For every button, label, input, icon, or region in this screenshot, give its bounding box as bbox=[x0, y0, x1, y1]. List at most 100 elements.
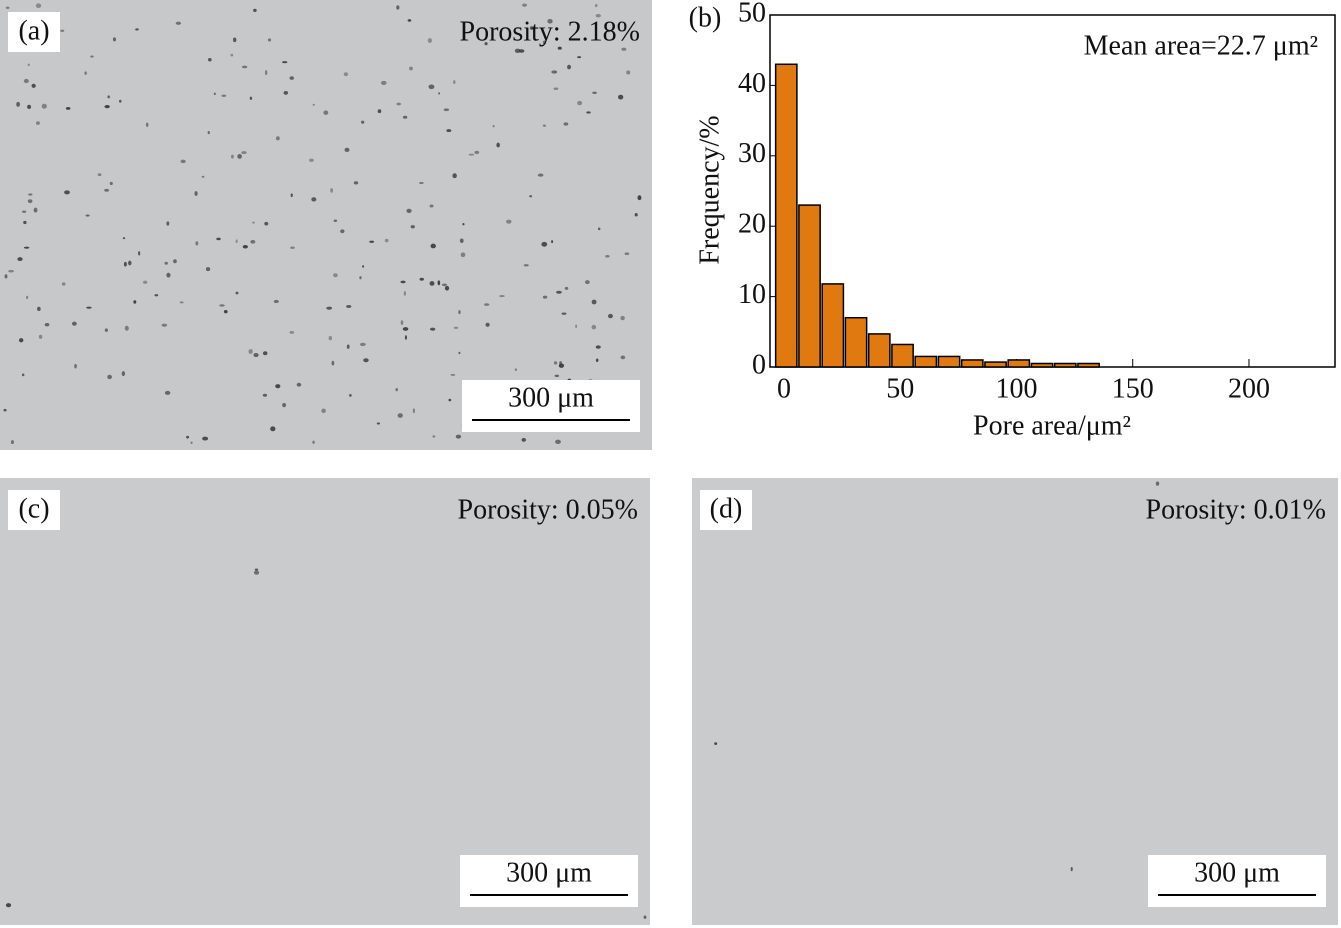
pore bbox=[223, 309, 228, 314]
pore bbox=[270, 426, 276, 432]
pore bbox=[161, 323, 168, 327]
pore bbox=[145, 122, 149, 127]
pore bbox=[309, 158, 314, 162]
pore bbox=[135, 28, 139, 31]
pore bbox=[559, 361, 563, 365]
pore bbox=[138, 251, 141, 256]
pore bbox=[5, 6, 10, 9]
pore bbox=[406, 208, 412, 213]
pore bbox=[499, 295, 505, 298]
pore bbox=[453, 326, 459, 329]
pore bbox=[541, 241, 548, 247]
pore bbox=[361, 120, 365, 124]
pore bbox=[254, 568, 259, 571]
pore bbox=[123, 261, 127, 267]
bar bbox=[844, 316, 868, 368]
pore bbox=[175, 21, 182, 25]
pore bbox=[621, 47, 627, 51]
y-axis-label: Frequency/% bbox=[694, 115, 725, 264]
scale-bar-label: 300 μm bbox=[506, 857, 592, 888]
y-tick-label: 10 bbox=[738, 279, 766, 310]
pore bbox=[555, 439, 561, 444]
pore bbox=[402, 115, 408, 119]
pore bbox=[353, 181, 359, 185]
pore bbox=[496, 142, 500, 148]
bar bbox=[1007, 359, 1031, 368]
pore bbox=[624, 252, 630, 256]
pore bbox=[248, 349, 253, 355]
pore bbox=[448, 398, 452, 402]
pore bbox=[346, 304, 352, 308]
pore bbox=[253, 8, 257, 13]
panel-label: (b) bbox=[689, 2, 722, 33]
pore bbox=[407, 19, 412, 22]
pore bbox=[323, 110, 329, 115]
pore bbox=[359, 342, 366, 347]
pore bbox=[529, 195, 533, 198]
pore bbox=[542, 124, 547, 127]
pore bbox=[235, 239, 238, 244]
scale-bar-label: 300 μm bbox=[1194, 857, 1280, 888]
pore bbox=[384, 238, 389, 243]
pore bbox=[290, 246, 295, 249]
pore bbox=[429, 281, 435, 286]
pore bbox=[109, 181, 113, 186]
pore bbox=[86, 306, 92, 309]
bar bbox=[891, 343, 914, 368]
pore bbox=[595, 345, 601, 349]
pore bbox=[27, 199, 33, 204]
pore bbox=[459, 238, 464, 244]
pore bbox=[330, 188, 334, 193]
pore bbox=[328, 336, 333, 341]
pore bbox=[97, 173, 102, 177]
pore bbox=[64, 190, 70, 195]
pore bbox=[443, 108, 450, 112]
pore bbox=[561, 312, 567, 315]
pore bbox=[492, 124, 495, 128]
pore bbox=[637, 195, 642, 201]
porosity: Porosity: 2.18% bbox=[460, 16, 640, 47]
pore bbox=[21, 373, 25, 377]
pore bbox=[410, 225, 415, 229]
micrograph bbox=[692, 478, 1338, 925]
pore bbox=[3, 408, 7, 412]
pore bbox=[429, 204, 434, 208]
pore bbox=[202, 436, 209, 441]
bar bbox=[914, 355, 938, 368]
pore bbox=[537, 173, 544, 177]
pore bbox=[190, 441, 193, 444]
x-tick-label: 150 bbox=[1112, 373, 1154, 404]
x-tick-label: 50 bbox=[886, 373, 914, 404]
pore bbox=[104, 105, 110, 109]
pore bbox=[104, 188, 110, 192]
pore bbox=[23, 220, 27, 225]
pore bbox=[523, 264, 529, 267]
pore bbox=[4, 274, 8, 279]
pore bbox=[428, 84, 435, 90]
pore bbox=[634, 212, 638, 217]
pore bbox=[620, 355, 626, 360]
pore bbox=[90, 55, 94, 58]
scale-box bbox=[1148, 855, 1326, 907]
pore bbox=[173, 259, 177, 264]
pore bbox=[419, 181, 424, 185]
pore bbox=[230, 53, 234, 57]
pore bbox=[577, 100, 583, 106]
scale-bar-label: 300 μm bbox=[508, 382, 594, 413]
pore bbox=[267, 38, 272, 42]
pore bbox=[432, 435, 436, 438]
pore bbox=[377, 109, 382, 114]
pore bbox=[437, 280, 441, 286]
pore bbox=[25, 295, 29, 300]
pore bbox=[595, 13, 601, 18]
pore bbox=[264, 221, 269, 226]
pore bbox=[250, 240, 256, 244]
pore bbox=[275, 384, 281, 389]
pore bbox=[397, 413, 403, 418]
pore bbox=[381, 80, 387, 86]
pore bbox=[11, 440, 14, 445]
pore bbox=[483, 303, 490, 306]
label-box bbox=[8, 490, 60, 530]
bar bbox=[867, 333, 891, 368]
pore bbox=[237, 154, 242, 159]
